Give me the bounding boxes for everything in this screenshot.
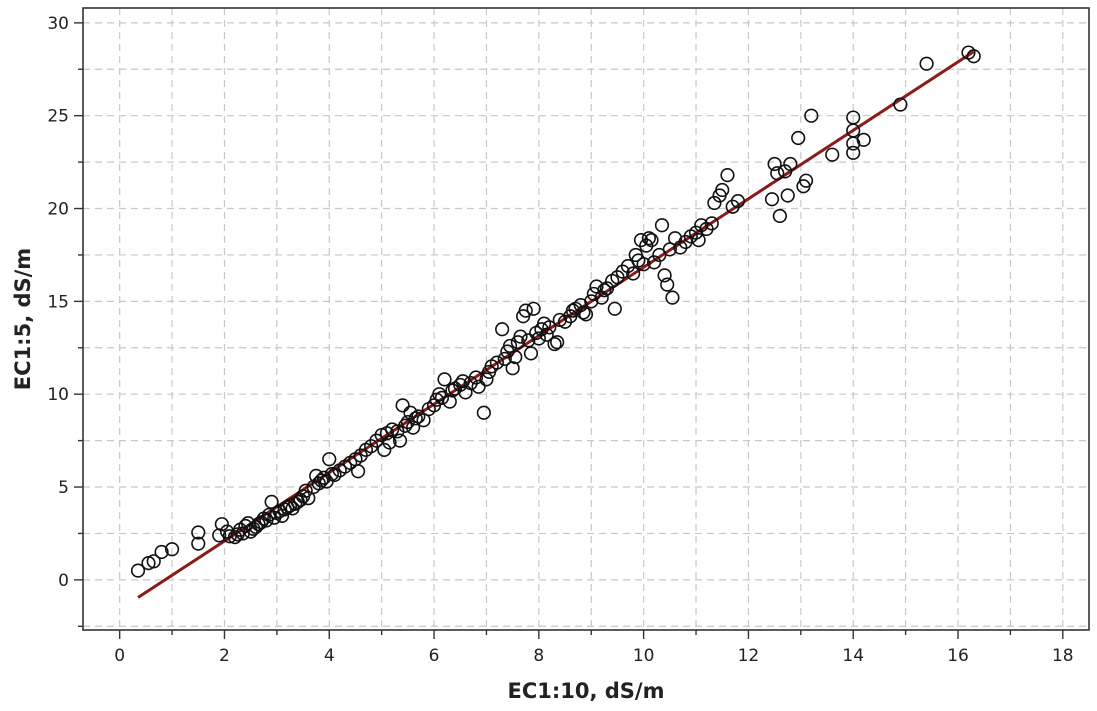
y-tick-label: 5 [58,478,69,498]
data-point [396,399,409,412]
data-point [478,406,491,419]
data-point [609,302,622,315]
data-point [792,132,805,145]
y-tick-label: 15 [47,292,69,312]
data-point [656,219,669,232]
x-tick-label: 4 [324,646,335,666]
y-tick-label: 10 [47,385,69,405]
x-tick-label: 8 [533,646,544,666]
x-tick-label: 6 [429,646,440,666]
data-point [781,189,794,202]
x-axis-label: EC1:10, dS/m [508,679,665,703]
y-axis-label: EC1:5, dS/m [11,248,35,390]
data-point [774,210,787,223]
x-tick-label: 14 [842,646,864,666]
data-point [527,302,540,315]
x-tick-label: 2 [219,646,230,666]
data-point [826,148,839,161]
data-point [692,234,705,247]
x-tick-label: 18 [1052,646,1074,666]
data-point [721,169,734,182]
y-tick-label: 20 [47,200,69,220]
data-point [352,465,365,478]
data-point [920,57,933,70]
data-point [666,291,679,304]
data-point [766,193,779,206]
x-tick-label: 12 [738,646,760,666]
y-tick-label: 0 [58,571,69,591]
data-point [496,323,509,336]
tick-labels: 0 2 4 6 8 10 12 14 16 18 0 5 10 15 20 25 30 [47,14,1073,666]
data-point [438,373,451,386]
x-tick-label: 10 [633,646,655,666]
y-tick-label: 30 [47,14,69,34]
data-point [857,134,870,147]
data-point [525,347,538,360]
x-tick-label: 0 [114,646,125,666]
x-tick-label: 16 [947,646,969,666]
y-tick-label: 25 [47,107,69,127]
